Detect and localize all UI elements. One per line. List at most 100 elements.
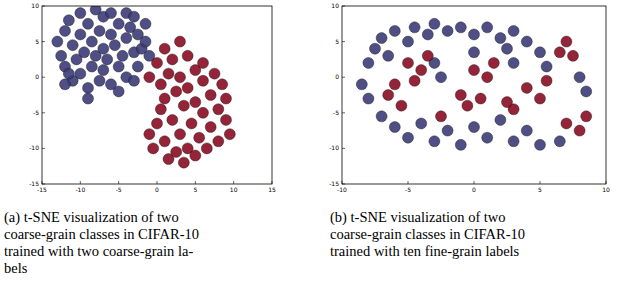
y-tick — [42, 112, 45, 113]
point — [502, 97, 513, 108]
x-tick — [42, 181, 43, 184]
y-tick — [342, 41, 345, 42]
y-tick — [342, 148, 345, 149]
y-tick — [42, 184, 45, 185]
x-tick-label: 0 — [155, 186, 159, 193]
frame — [342, 6, 606, 184]
x-tick-label: 5 — [193, 186, 197, 193]
point — [175, 129, 186, 140]
point — [205, 90, 216, 101]
y-tick-label: -10 — [329, 144, 339, 151]
point — [194, 132, 205, 143]
point — [186, 118, 197, 129]
point — [140, 36, 151, 47]
point — [581, 111, 592, 122]
x-tick — [80, 181, 81, 184]
x-tick — [272, 181, 273, 184]
point — [521, 125, 532, 136]
point — [389, 25, 400, 36]
point — [178, 100, 189, 111]
point — [221, 114, 232, 125]
point — [86, 36, 97, 47]
point — [495, 114, 506, 125]
caption: trained with ten fine-grain labels — [330, 243, 520, 259]
y-tick-label: 0 — [35, 73, 39, 80]
point — [129, 75, 140, 86]
point — [541, 75, 552, 86]
y-tick-label: 5 — [35, 38, 39, 45]
point — [462, 100, 473, 111]
point — [60, 25, 71, 36]
point — [67, 40, 78, 51]
caption: bels — [4, 260, 28, 276]
point — [403, 36, 414, 47]
point — [409, 75, 420, 86]
point — [554, 47, 565, 58]
point — [205, 122, 216, 133]
y-tick — [342, 6, 345, 7]
x-tick-label: 0 — [472, 186, 476, 193]
panel: -10-50510-15-10-50510(b) t-SNE visualiza… — [329, 2, 610, 259]
x-tick-label: 10 — [230, 186, 238, 193]
point — [113, 86, 124, 97]
point — [144, 129, 155, 140]
y-tick-label: -5 — [333, 109, 339, 116]
point — [469, 47, 480, 58]
point — [83, 93, 94, 104]
x-tick-label: 5 — [538, 186, 542, 193]
point — [422, 50, 433, 61]
points — [52, 6, 236, 168]
point — [190, 150, 201, 161]
point — [175, 72, 186, 83]
y-tick-label: 10 — [31, 2, 39, 9]
y-tick-label: 0 — [335, 73, 339, 80]
point — [535, 139, 546, 150]
point — [442, 125, 453, 136]
caption: coarse-grain classes in CIFAR-10 — [4, 226, 199, 242]
point — [52, 36, 63, 47]
y-tick-label: 5 — [335, 38, 339, 45]
y-tick-label: -15 — [329, 180, 339, 187]
point — [60, 79, 71, 90]
point — [383, 90, 394, 101]
x-tick-label: 15 — [268, 186, 276, 193]
point — [508, 57, 519, 68]
point — [389, 122, 400, 133]
point — [113, 18, 124, 29]
point — [508, 25, 519, 36]
point — [482, 22, 493, 33]
point — [521, 36, 532, 47]
point — [94, 75, 105, 86]
y-tick — [42, 148, 45, 149]
x-tick — [408, 181, 409, 184]
point — [455, 90, 466, 101]
point — [190, 97, 201, 108]
point — [403, 57, 414, 68]
y-tick — [342, 112, 345, 113]
y-tick-label: -10 — [29, 144, 39, 151]
figure: -15 -10 -5 0 5 10 15 -15 -10 -5 0 5 10 (a) t-SNE visu… — [0, 0, 626, 304]
point — [521, 82, 532, 93]
point — [79, 47, 90, 58]
panel: -15-10-5051015-15-10-50510(a) t-SNE visu… — [4, 2, 276, 276]
point — [94, 25, 105, 36]
point — [363, 57, 374, 68]
x-tick-label: -15 — [37, 186, 47, 193]
point — [224, 129, 235, 140]
point — [535, 93, 546, 104]
point — [217, 79, 228, 90]
point — [416, 118, 427, 129]
points — [356, 18, 591, 150]
x-tick-label: -5 — [116, 186, 122, 193]
point — [396, 100, 407, 111]
point — [75, 8, 86, 19]
point — [175, 36, 186, 47]
point — [436, 111, 447, 122]
point — [144, 72, 155, 83]
point — [442, 25, 453, 36]
point — [152, 57, 163, 68]
point — [182, 82, 193, 93]
x-tick — [342, 181, 343, 184]
caption: (a) t-SNE visualization of two — [4, 209, 179, 226]
point — [163, 68, 174, 79]
